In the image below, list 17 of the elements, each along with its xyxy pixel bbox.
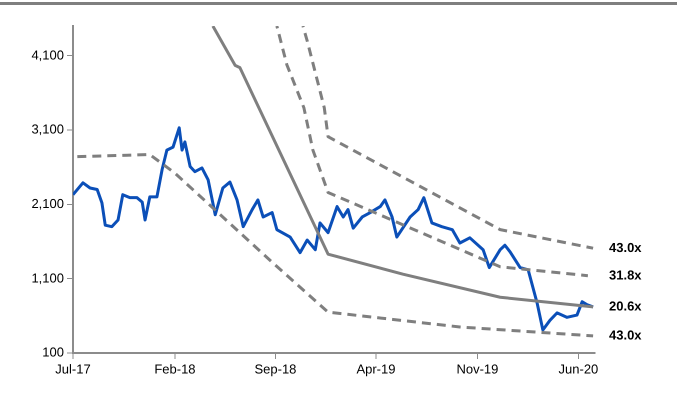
y-tick-label: 3,100	[31, 122, 64, 137]
x-tick-label: Sep-18	[254, 361, 296, 376]
x-tick-label: Jul-17	[55, 361, 91, 376]
series-label: 20.6x	[609, 298, 642, 314]
series-label: 31.8x	[609, 267, 642, 282]
series-label: 43.0x	[609, 327, 642, 342]
x-tick-label: Apr-19	[356, 361, 396, 376]
y-tick-label: 1,100	[31, 270, 64, 286]
y-tick-label: 4,100	[31, 47, 64, 62]
line-series	[275, 26, 590, 278]
x-tick-label: Jun-20	[558, 361, 598, 376]
y-tick-label: 100	[42, 344, 64, 360]
x-tick-label: Nov-19	[456, 361, 498, 376]
line-series	[301, 26, 595, 250]
x-tick-label: Feb-18	[154, 361, 196, 376]
y-tick-label: 2,100	[31, 196, 64, 211]
series-label: 43.0x	[609, 240, 642, 255]
